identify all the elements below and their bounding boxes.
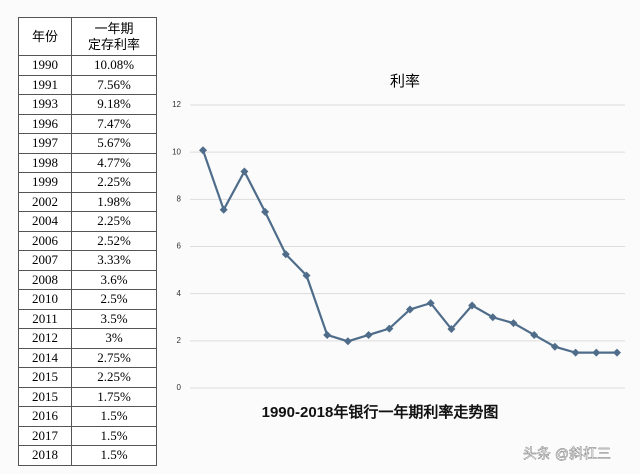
watermark: 头条 @斜杠三: [523, 446, 611, 462]
rate-cell: 2.25%: [71, 211, 157, 232]
marker: [426, 299, 435, 308]
rate-cell: 1.5%: [71, 445, 157, 466]
y-tick-label: 0: [177, 383, 182, 392]
table-row: 2008 3.6%: [18, 269, 157, 290]
y-tick-label: 12: [172, 100, 181, 109]
header-line: 定存利率: [87, 36, 140, 52]
y-tick-label: 6: [177, 242, 182, 251]
marker: [571, 348, 580, 357]
year-cell: 1999: [18, 172, 72, 193]
table-row: 2004 2.25%: [18, 211, 157, 232]
rate-cell: 2.5%: [71, 289, 157, 310]
marker: [550, 342, 559, 351]
rate-cell: 2.25%: [71, 367, 157, 388]
rate-table: 年份 一年期 定存利率 1990 10.08% 1991 7.56% 1993 9.18% 1…: [18, 17, 157, 466]
marker: [219, 205, 228, 214]
rate-cell: 7.47%: [71, 113, 157, 134]
rate-cell: 3.33%: [71, 250, 157, 271]
year-cell: 1997: [18, 133, 72, 154]
marker: [592, 348, 601, 357]
table-row: 2012 3%: [18, 328, 157, 349]
table-row: 2015 2.25%: [18, 367, 157, 388]
year-cell: 1996: [18, 113, 72, 134]
header-cell: 一年期 定存利率: [71, 17, 157, 56]
header-cell: 年份: [18, 17, 72, 56]
marker: [302, 271, 311, 280]
y-tick-label: 10: [172, 147, 181, 156]
year-cell: 2015: [18, 367, 72, 388]
marker: [343, 337, 352, 346]
table-row: 2010 2.5%: [18, 289, 157, 310]
marker: [530, 330, 539, 339]
marker: [199, 146, 207, 155]
header-line: 一年期: [94, 20, 134, 36]
marker: [240, 167, 249, 176]
marker: [323, 330, 332, 339]
rate-cell: 10.08%: [71, 55, 157, 76]
rate-cell: 1.75%: [71, 386, 157, 407]
y-tick-label: 2: [177, 336, 182, 345]
chart-caption: 1990-2018年银行一年期利率走势图: [262, 403, 499, 421]
line: [201, 149, 617, 354]
year-cell: 2017: [18, 425, 72, 446]
y-tick-label: 8: [177, 194, 182, 203]
table-body: 1990 10.08% 1991 7.56% 1993 9.18% 1996 7.47% 199…: [18, 55, 157, 466]
table-row: 1991 7.56%: [18, 74, 157, 95]
table-row: 2014 2.75%: [18, 347, 157, 368]
marker: [613, 348, 621, 357]
marker: [281, 250, 290, 259]
table-row: 1998 4.77%: [18, 152, 157, 173]
marker: [261, 207, 270, 216]
marker: [488, 313, 497, 322]
marker: [364, 330, 373, 339]
marker: [385, 324, 394, 333]
marker: [406, 305, 414, 314]
rate-cell: 7.56%: [71, 74, 157, 95]
y-tick-label: 4: [177, 289, 182, 298]
table-row: 2007 3.33%: [18, 250, 157, 271]
marker: [509, 319, 518, 328]
table-row: 2015 1.75%: [18, 386, 157, 407]
year-cell: 1993: [18, 94, 72, 115]
marker: [468, 301, 477, 310]
year-cell: 2018: [18, 445, 72, 466]
chart-title: 利率: [390, 73, 420, 90]
table-row: 2018 1.5%: [18, 445, 157, 466]
table-row: 2006 2.52%: [18, 230, 157, 251]
table-row: 1996 7.47%: [18, 113, 157, 134]
marker: [447, 325, 456, 334]
table-row: 1999 2.25%: [18, 172, 157, 193]
